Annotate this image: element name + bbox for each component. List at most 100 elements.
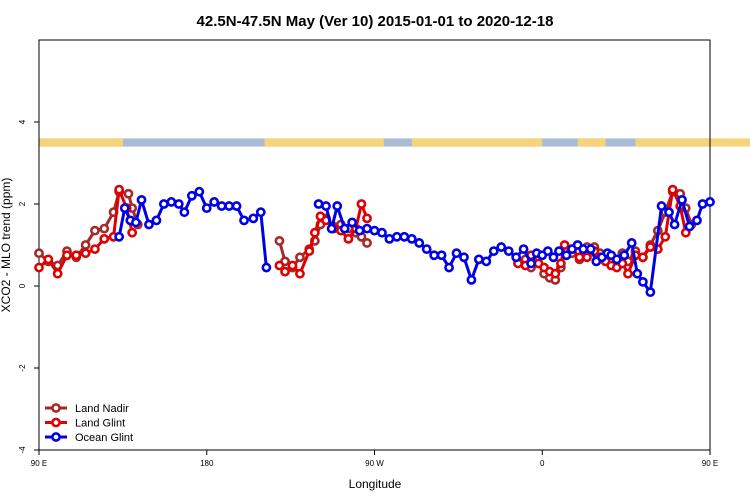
data-point <box>114 184 125 195</box>
data-point <box>114 231 125 242</box>
data-point <box>623 268 633 279</box>
data-point <box>705 197 715 207</box>
data-point <box>43 254 54 265</box>
data-point <box>626 238 637 248</box>
data-point <box>136 194 147 205</box>
data-point <box>326 223 337 234</box>
series-ocean-glint <box>114 186 715 298</box>
y-tick-label: -4 <box>18 446 27 454</box>
land-strip-segment <box>264 138 384 147</box>
x-tick-label: 90 E <box>702 459 718 468</box>
data-point <box>488 246 499 257</box>
data-point <box>62 250 72 261</box>
data-point <box>473 254 484 265</box>
data-point <box>377 227 387 238</box>
data-point <box>667 184 678 195</box>
data-point <box>321 201 331 211</box>
legend-swatch-marker <box>51 432 61 442</box>
data-point <box>459 252 469 263</box>
axes: 90 E 180 90 W 0 90 E -4 -2 0 2 4 <box>18 39 718 468</box>
data-point <box>619 250 630 261</box>
data-point <box>166 197 177 207</box>
data-point <box>261 262 272 273</box>
chart-title: 42.5N-47.5N May (Ver 10) 2015-01-01 to 2… <box>197 13 554 30</box>
data-point <box>669 219 680 230</box>
data-point <box>656 201 667 211</box>
x-axis-label: Longitude <box>349 477 402 491</box>
data-point <box>158 199 169 209</box>
data-point <box>179 207 190 218</box>
data-point <box>414 238 425 248</box>
land-strip-segment <box>577 138 606 147</box>
data-point <box>611 254 622 265</box>
data-point <box>99 223 110 234</box>
data-point <box>429 250 440 261</box>
data-point <box>384 233 395 244</box>
x-tick-label: 180 <box>200 459 214 468</box>
data-point <box>684 221 695 232</box>
data-point <box>554 246 564 257</box>
y-tick-label: -2 <box>18 364 27 372</box>
data-point <box>90 244 100 254</box>
data-point <box>466 274 477 285</box>
data-point <box>80 240 91 250</box>
data-point <box>578 244 589 254</box>
data-point <box>406 233 417 244</box>
data-point <box>559 240 570 250</box>
legend-item: Land Nadir <box>45 403 129 415</box>
data-point <box>638 276 648 287</box>
data-point <box>131 217 141 228</box>
x-tick-label: 90 E <box>31 459 47 468</box>
data-point <box>239 215 249 226</box>
data-point <box>209 197 220 207</box>
data-point <box>123 188 134 199</box>
data-point <box>173 199 184 209</box>
legend-swatch-marker <box>51 417 61 428</box>
legend-label: Land Nadir <box>75 403 129 415</box>
data-point <box>645 287 656 298</box>
data-point <box>313 199 324 209</box>
data-point <box>664 207 674 218</box>
legend-item: Ocean Glint <box>45 432 133 444</box>
data-point <box>362 223 372 234</box>
data-point <box>582 252 592 263</box>
data-point <box>119 203 130 213</box>
data-point <box>518 244 529 254</box>
data-point <box>274 260 285 271</box>
data-point <box>436 250 447 261</box>
data-point <box>287 260 298 271</box>
data-point <box>274 235 285 246</box>
data-point <box>645 242 656 252</box>
data-point <box>248 213 259 224</box>
data-point <box>127 227 138 238</box>
data-point <box>677 194 687 205</box>
data-point <box>638 252 648 263</box>
data-point <box>280 266 290 277</box>
data-point <box>309 227 320 238</box>
data-point <box>52 268 63 279</box>
data-point <box>332 201 343 211</box>
data-point <box>151 215 162 226</box>
data-point <box>144 219 154 230</box>
data-point <box>90 225 100 236</box>
data-point <box>304 246 315 257</box>
land-strip-segment <box>411 138 543 147</box>
data-point <box>343 233 354 244</box>
legend-label: Ocean Glint <box>75 432 133 444</box>
data-point <box>34 262 44 273</box>
data-point <box>369 225 380 236</box>
data-point <box>692 215 702 226</box>
data-point <box>660 231 671 242</box>
data-point <box>526 258 536 269</box>
data-point <box>548 252 559 263</box>
data-point <box>186 190 197 201</box>
y-tick-label: 2 <box>18 201 27 206</box>
data-point <box>356 199 367 209</box>
y-tick-label: 4 <box>18 119 27 124</box>
data-point <box>231 201 242 211</box>
data-point <box>444 262 454 273</box>
data-point <box>362 238 372 248</box>
plot-frame <box>38 39 711 451</box>
data-point <box>391 231 402 242</box>
data-point <box>80 248 91 259</box>
